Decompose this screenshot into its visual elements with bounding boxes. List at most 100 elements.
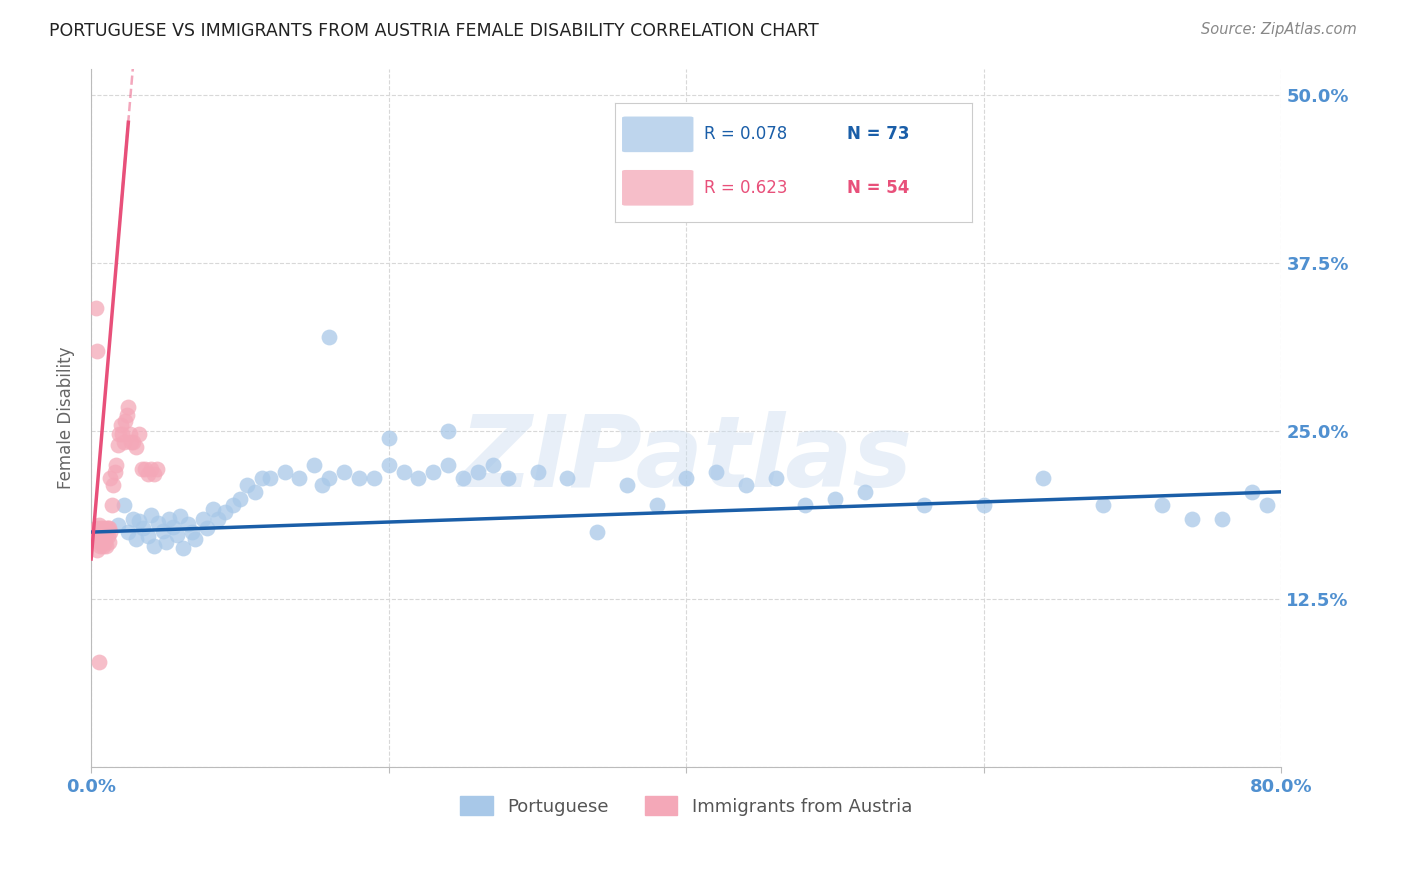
Point — [616, 478, 638, 492]
Point — [311, 478, 333, 492]
Point — [1256, 498, 1278, 512]
Point — [496, 471, 519, 485]
Point — [422, 465, 444, 479]
Point — [1152, 498, 1174, 512]
Point — [252, 471, 274, 485]
Point — [1240, 484, 1263, 499]
Point — [243, 484, 266, 499]
Point — [202, 502, 225, 516]
Point — [128, 514, 150, 528]
Point — [451, 471, 474, 485]
Point — [207, 511, 229, 525]
Point — [94, 525, 117, 540]
Point — [87, 524, 110, 538]
Point — [318, 330, 340, 344]
Point — [177, 516, 200, 531]
Point — [87, 656, 110, 670]
Point — [195, 521, 218, 535]
Point — [114, 413, 136, 427]
Point — [229, 491, 252, 506]
Point — [136, 467, 159, 482]
Point — [90, 529, 112, 543]
Point — [128, 427, 150, 442]
Text: Source: ZipAtlas.com: Source: ZipAtlas.com — [1201, 22, 1357, 37]
Point — [377, 458, 399, 472]
Point — [191, 511, 214, 525]
Point — [108, 427, 131, 442]
Point — [120, 435, 142, 450]
Point — [98, 534, 121, 549]
Point — [142, 467, 165, 482]
Point — [89, 521, 111, 535]
Point — [84, 529, 107, 543]
Point — [1091, 498, 1114, 512]
Point — [555, 471, 578, 485]
Point — [467, 465, 489, 479]
Point — [157, 511, 180, 525]
Point — [112, 498, 135, 512]
Point — [93, 534, 115, 549]
Point — [91, 526, 114, 541]
Point — [214, 505, 236, 519]
Point — [162, 520, 184, 534]
Point — [172, 541, 194, 556]
Point — [112, 435, 135, 450]
Point — [645, 498, 668, 512]
Point — [704, 465, 727, 479]
Point — [86, 343, 108, 358]
Point — [118, 427, 141, 442]
Point — [1181, 511, 1204, 525]
Point — [142, 539, 165, 553]
Point — [110, 417, 132, 432]
Point — [107, 518, 129, 533]
Point — [139, 508, 162, 522]
Point — [107, 438, 129, 452]
Point — [104, 465, 127, 479]
Point — [586, 525, 609, 540]
Point — [347, 471, 370, 485]
Point — [94, 521, 117, 535]
Point — [1211, 511, 1233, 525]
Point — [125, 532, 148, 546]
Point — [89, 539, 111, 553]
Text: ZIPatlas: ZIPatlas — [460, 411, 912, 508]
Point — [134, 462, 156, 476]
Point — [912, 498, 935, 512]
Point — [96, 521, 118, 535]
Point — [765, 471, 787, 485]
Point — [318, 471, 340, 485]
Point — [84, 301, 107, 315]
Point — [111, 427, 134, 442]
Point — [734, 478, 756, 492]
Point — [824, 491, 846, 506]
Point — [221, 498, 243, 512]
Point — [155, 534, 177, 549]
Point — [259, 471, 281, 485]
Point — [166, 528, 188, 542]
Point — [87, 518, 110, 533]
Point — [392, 465, 415, 479]
Point — [93, 529, 115, 543]
Point — [853, 484, 876, 499]
Point — [86, 521, 108, 535]
Point — [437, 458, 460, 472]
Point — [526, 465, 548, 479]
Point — [103, 478, 125, 492]
Point — [98, 521, 121, 535]
Point — [408, 471, 430, 485]
Point — [146, 516, 169, 530]
Point — [437, 425, 460, 439]
Point — [304, 458, 326, 472]
Point — [90, 524, 112, 538]
Point — [91, 539, 114, 553]
Point — [100, 471, 122, 485]
Point — [125, 441, 148, 455]
Point — [117, 400, 139, 414]
Text: PORTUGUESE VS IMMIGRANTS FROM AUSTRIA FEMALE DISABILITY CORRELATION CHART: PORTUGUESE VS IMMIGRANTS FROM AUSTRIA FE… — [49, 22, 818, 40]
Point — [236, 478, 259, 492]
Point — [115, 408, 138, 422]
Point — [101, 498, 124, 512]
Point — [90, 534, 112, 549]
Point — [181, 525, 204, 540]
Point — [794, 498, 817, 512]
